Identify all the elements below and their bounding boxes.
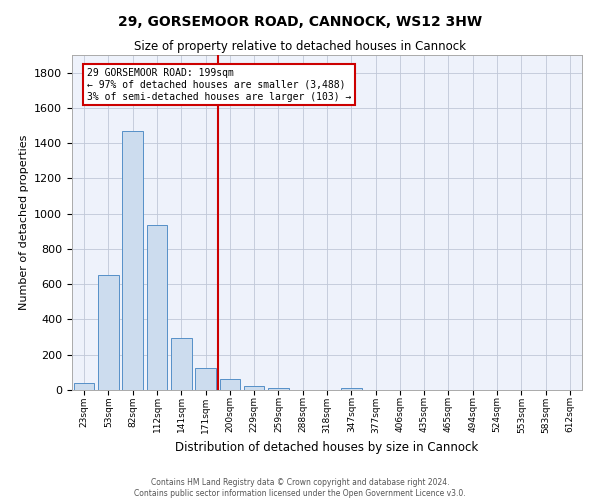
Text: 29, GORSEMOOR ROAD, CANNOCK, WS12 3HW: 29, GORSEMOOR ROAD, CANNOCK, WS12 3HW — [118, 15, 482, 29]
Bar — [171, 338, 191, 390]
Bar — [341, 388, 362, 390]
Bar — [146, 225, 167, 390]
X-axis label: Distribution of detached houses by size in Cannock: Distribution of detached houses by size … — [175, 441, 479, 454]
Bar — [268, 388, 289, 390]
Bar — [220, 378, 240, 390]
Text: Size of property relative to detached houses in Cannock: Size of property relative to detached ho… — [134, 40, 466, 53]
Y-axis label: Number of detached properties: Number of detached properties — [19, 135, 29, 310]
Text: Contains HM Land Registry data © Crown copyright and database right 2024.
Contai: Contains HM Land Registry data © Crown c… — [134, 478, 466, 498]
Bar — [98, 276, 119, 390]
Bar — [244, 386, 265, 390]
Bar — [195, 368, 216, 390]
Bar — [74, 383, 94, 390]
Text: 29 GORSEMOOR ROAD: 199sqm
← 97% of detached houses are smaller (3,488)
3% of sem: 29 GORSEMOOR ROAD: 199sqm ← 97% of detac… — [86, 68, 351, 102]
Bar — [122, 131, 143, 390]
